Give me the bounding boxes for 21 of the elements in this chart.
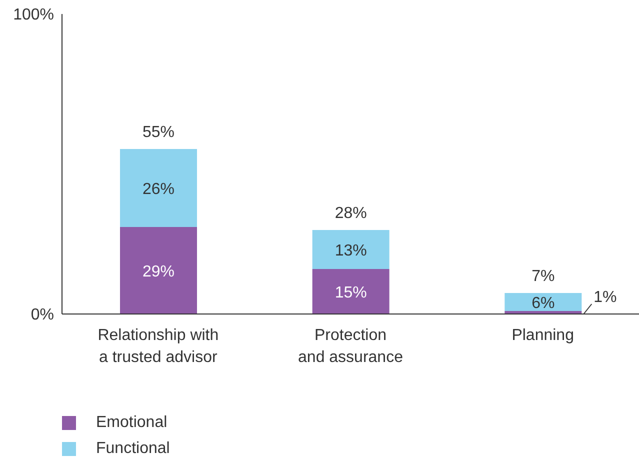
total-label: 28% (334, 205, 367, 222)
bar (312, 230, 390, 269)
bar (120, 149, 197, 227)
bar (120, 227, 197, 314)
x-tick-label: Planning (512, 327, 574, 344)
total-label: 55% (142, 124, 175, 141)
data-label: 26% (142, 181, 175, 198)
data-label: 13% (334, 242, 367, 260)
x-tick-label: Relationship with a trusted advisor (98, 327, 219, 366)
bar (312, 269, 390, 314)
y-tick-label: 0% (30, 306, 54, 324)
legend-label: Functional (96, 440, 170, 458)
y-tick-label: 100% (13, 6, 54, 24)
total-label: 7% (532, 268, 555, 285)
x-tick-label: Protection and assurance (298, 327, 404, 366)
data-label: 15% (334, 284, 367, 302)
bar (504, 293, 582, 311)
legend-label: Emotional (96, 414, 168, 432)
data-label: 6% (532, 295, 555, 312)
data-label: 29% (142, 264, 175, 280)
data-label: 1% (594, 289, 617, 306)
